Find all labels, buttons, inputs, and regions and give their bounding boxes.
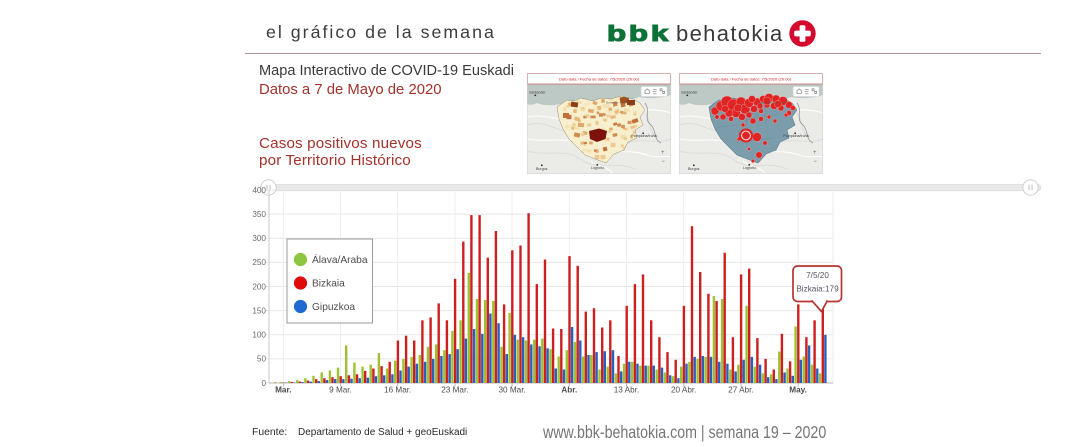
svg-text:50: 50 <box>257 355 267 364</box>
svg-text:May.: May. <box>789 386 807 395</box>
svg-text:Logroño: Logroño <box>743 166 756 170</box>
svg-text:−: − <box>813 159 817 165</box>
svg-text:Datu-data / Fecha de datos: 7/: Datu-data / Fecha de datos: 7/5/2020 (20… <box>711 77 792 82</box>
svg-text:Bizkaia:179: Bizkaia:179 <box>796 285 839 294</box>
svg-text:Abr.: Abr. <box>561 386 577 395</box>
svg-text:Bizkaia: Bizkaia <box>312 279 345 290</box>
svg-text:Donostia - S an Seb: Donostia - S an Seb <box>606 101 634 105</box>
svg-text:150: 150 <box>252 306 266 315</box>
svg-text:13 Abr.: 13 Abr. <box>614 386 640 395</box>
svg-text:Álava/Araba: Álava/Araba <box>312 253 368 266</box>
svg-text:7/5/20: 7/5/20 <box>806 271 829 280</box>
svg-text:Datu-data / Fecha de datos: 7/: Datu-data / Fecha de datos: 7/5/2020 (20… <box>559 77 640 82</box>
svg-text:100: 100 <box>252 331 266 340</box>
svg-text:0: 0 <box>261 379 266 388</box>
svg-text:20 Abr.: 20 Abr. <box>671 386 697 395</box>
svg-text:−: − <box>661 159 665 165</box>
svg-text:Logroño: Logroño <box>591 166 604 170</box>
svg-text:Burgos: Burgos <box>536 167 548 171</box>
svg-text:9 Mar.: 9 Mar. <box>329 386 352 395</box>
svg-text:300: 300 <box>252 234 266 243</box>
svg-text:23 Mar.: 23 Mar. <box>441 386 468 395</box>
svg-text:Burgos: Burgos <box>688 167 700 171</box>
svg-text:Santander: Santander <box>529 91 546 95</box>
svg-text:Pamplona/Iruña: Pamplona/Iruña <box>783 134 808 138</box>
svg-text:250: 250 <box>252 258 266 267</box>
svg-text:16 Mar.: 16 Mar. <box>384 386 411 395</box>
svg-text:+: + <box>813 150 817 156</box>
svg-text:27 Abr.: 27 Abr. <box>728 386 754 395</box>
svg-text:Donostia - S an Seb: Donostia - S an Seb <box>758 101 786 105</box>
svg-text:Gipuzkoa: Gipuzkoa <box>312 302 355 313</box>
svg-text:350: 350 <box>252 210 266 219</box>
svg-text:+: + <box>661 150 665 156</box>
svg-text:30 Mar.: 30 Mar. <box>498 386 525 395</box>
svg-text:Santander: Santander <box>681 91 698 95</box>
svg-text:400: 400 <box>252 186 266 195</box>
svg-text:200: 200 <box>252 282 266 291</box>
svg-text:Mar.: Mar. <box>275 386 291 395</box>
svg-text:Pamplona/Iruña: Pamplona/Iruña <box>631 134 656 138</box>
